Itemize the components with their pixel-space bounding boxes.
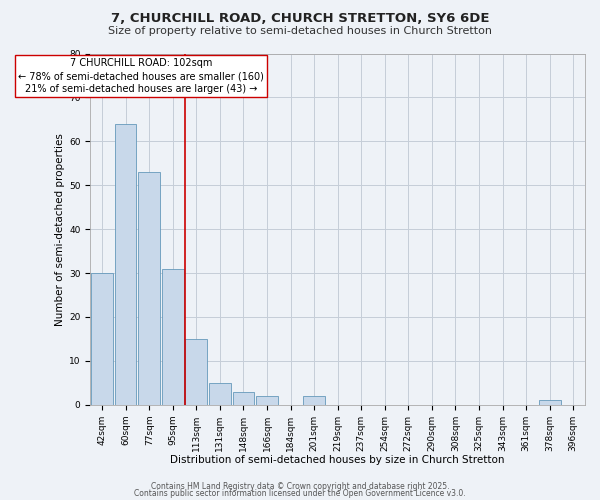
Bar (256, 396, 278, 404)
Text: Contains public sector information licensed under the Open Government Licence v3: Contains public sector information licen… (134, 489, 466, 498)
Bar (539, 400, 560, 404)
Bar (115, 124, 136, 404)
Text: 7, CHURCHILL ROAD, CHURCH STRETTON, SY6 6DE: 7, CHURCHILL ROAD, CHURCH STRETTON, SY6 … (111, 12, 489, 26)
Bar (139, 172, 160, 404)
Text: 7 CHURCHILL ROAD: 102sqm
← 78% of semi-detached houses are smaller (160)
21% of : 7 CHURCHILL ROAD: 102sqm ← 78% of semi-d… (18, 58, 264, 94)
Bar (233, 392, 254, 404)
Bar (209, 383, 231, 404)
Bar (185, 339, 207, 404)
Text: Contains HM Land Registry data © Crown copyright and database right 2025.: Contains HM Land Registry data © Crown c… (151, 482, 449, 491)
X-axis label: Distribution of semi-detached houses by size in Church Stretton: Distribution of semi-detached houses by … (170, 455, 505, 465)
Bar (303, 396, 325, 404)
Text: Size of property relative to semi-detached houses in Church Stretton: Size of property relative to semi-detach… (108, 26, 492, 36)
Bar (91, 273, 113, 404)
Y-axis label: Number of semi-detached properties: Number of semi-detached properties (55, 132, 65, 326)
Bar (162, 268, 184, 404)
